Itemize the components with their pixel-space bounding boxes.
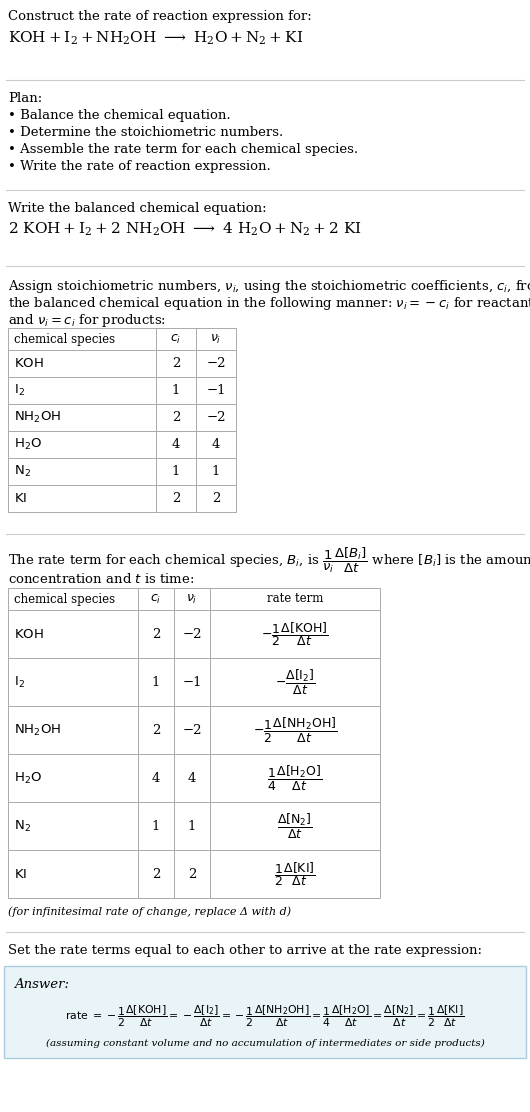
FancyBboxPatch shape xyxy=(8,610,380,658)
Text: 1: 1 xyxy=(172,465,180,478)
Text: −2: −2 xyxy=(182,724,202,736)
Text: 4: 4 xyxy=(212,438,220,451)
Text: 2: 2 xyxy=(212,492,220,505)
FancyBboxPatch shape xyxy=(8,754,380,802)
Text: $\dfrac{1}{2}\dfrac{\Delta[\mathrm{KI}]}{\Delta t}$: $\dfrac{1}{2}\dfrac{\Delta[\mathrm{KI}]}… xyxy=(274,860,316,888)
Text: chemical species: chemical species xyxy=(14,593,115,606)
FancyBboxPatch shape xyxy=(8,350,236,377)
Text: 1: 1 xyxy=(172,384,180,397)
Text: (for infinitesimal rate of change, replace Δ with d): (for infinitesimal rate of change, repla… xyxy=(8,906,291,916)
Text: concentration and $t$ is time:: concentration and $t$ is time: xyxy=(8,572,195,586)
Text: Construct the rate of reaction expression for:: Construct the rate of reaction expressio… xyxy=(8,10,312,23)
Text: • Write the rate of reaction expression.: • Write the rate of reaction expression. xyxy=(8,160,271,173)
Text: −2: −2 xyxy=(206,357,226,370)
FancyBboxPatch shape xyxy=(8,431,236,458)
FancyBboxPatch shape xyxy=(8,458,236,485)
FancyBboxPatch shape xyxy=(8,802,380,850)
Text: 2: 2 xyxy=(188,867,196,881)
Text: $\mathregular{N_2}$: $\mathregular{N_2}$ xyxy=(14,464,31,479)
Text: 1: 1 xyxy=(152,820,160,833)
Text: $-\dfrac{1}{2}\dfrac{\Delta[\mathrm{NH_2OH}]}{\Delta t}$: $-\dfrac{1}{2}\dfrac{\Delta[\mathrm{NH_2… xyxy=(253,715,337,745)
Text: Assign stoichiometric numbers, $\nu_i$, using the stoichiometric coefficients, $: Assign stoichiometric numbers, $\nu_i$, … xyxy=(8,278,530,295)
Text: • Determine the stoichiometric numbers.: • Determine the stoichiometric numbers. xyxy=(8,126,283,139)
FancyBboxPatch shape xyxy=(8,404,236,431)
FancyBboxPatch shape xyxy=(8,658,380,706)
Text: $\mathregular{N_2}$: $\mathregular{N_2}$ xyxy=(14,818,31,834)
Text: The rate term for each chemical species, $B_i$, is $\dfrac{1}{\nu_i}\dfrac{\Delt: The rate term for each chemical species,… xyxy=(8,546,530,575)
Text: $\mathregular{NH_2OH}$: $\mathregular{NH_2OH}$ xyxy=(14,723,61,737)
Text: $\mathregular{2 \ KOH + I_2 + 2 \ NH_2OH \ \longrightarrow \ 4 \ H_2O + N_2 + 2 : $\mathregular{2 \ KOH + I_2 + 2 \ NH_2OH… xyxy=(8,221,362,238)
Text: Plan:: Plan: xyxy=(8,92,42,105)
Text: 4: 4 xyxy=(188,772,196,784)
Text: $\nu_i$: $\nu_i$ xyxy=(210,332,222,346)
Text: $\dfrac{\Delta[\mathrm{N_2}]}{\Delta t}$: $\dfrac{\Delta[\mathrm{N_2}]}{\Delta t}$ xyxy=(277,812,313,841)
FancyBboxPatch shape xyxy=(8,850,380,898)
Text: the balanced chemical equation in the following manner: $\nu_i = -c_i$ for react: the balanced chemical equation in the fo… xyxy=(8,295,530,312)
Text: and $\nu_i = c_i$ for products:: and $\nu_i = c_i$ for products: xyxy=(8,312,166,329)
Text: $\dfrac{1}{4}\dfrac{\Delta[\mathrm{H_2O}]}{\Delta t}$: $\dfrac{1}{4}\dfrac{\Delta[\mathrm{H_2O}… xyxy=(268,764,323,793)
Text: 4: 4 xyxy=(152,772,160,784)
FancyBboxPatch shape xyxy=(8,377,236,404)
FancyBboxPatch shape xyxy=(8,588,380,610)
Text: 2: 2 xyxy=(172,411,180,424)
FancyBboxPatch shape xyxy=(4,966,526,1058)
Text: 2: 2 xyxy=(172,357,180,370)
Text: 4: 4 xyxy=(172,438,180,451)
Text: rate $= -\dfrac{1}{2}\dfrac{\Delta[\mathrm{KOH}]}{\Delta t}= -\dfrac{\Delta[\mat: rate $= -\dfrac{1}{2}\dfrac{\Delta[\math… xyxy=(65,1003,465,1029)
Text: $\mathregular{I_2}$: $\mathregular{I_2}$ xyxy=(14,383,25,398)
Text: $\mathregular{I_2}$: $\mathregular{I_2}$ xyxy=(14,675,25,689)
Text: −2: −2 xyxy=(206,411,226,424)
FancyBboxPatch shape xyxy=(8,706,380,754)
Text: 1: 1 xyxy=(152,675,160,688)
Text: $c_i$: $c_i$ xyxy=(170,332,182,346)
Text: $\mathregular{KI}$: $\mathregular{KI}$ xyxy=(14,867,27,881)
Text: 2: 2 xyxy=(152,724,160,736)
Text: rate term: rate term xyxy=(267,593,323,606)
Text: $-\dfrac{\Delta[\mathrm{I_2}]}{\Delta t}$: $-\dfrac{\Delta[\mathrm{I_2}]}{\Delta t}… xyxy=(275,667,315,696)
Text: $\mathregular{KOH + I_2 + NH_2OH \ \longrightarrow \ H_2O + N_2 + KI}$: $\mathregular{KOH + I_2 + NH_2OH \ \long… xyxy=(8,30,303,48)
Text: $\mathregular{NH_2OH}$: $\mathregular{NH_2OH}$ xyxy=(14,410,61,425)
Text: 2: 2 xyxy=(152,627,160,641)
Text: $\mathregular{KI}$: $\mathregular{KI}$ xyxy=(14,492,27,505)
Text: $\mathregular{KOH}$: $\mathregular{KOH}$ xyxy=(14,627,44,641)
FancyBboxPatch shape xyxy=(8,328,236,350)
Text: $\mathregular{H_2O}$: $\mathregular{H_2O}$ xyxy=(14,771,42,785)
Text: Answer:: Answer: xyxy=(14,977,69,991)
Text: $c_i$: $c_i$ xyxy=(151,593,162,606)
Text: $\mathregular{H_2O}$: $\mathregular{H_2O}$ xyxy=(14,437,42,453)
Text: 1: 1 xyxy=(188,820,196,833)
Text: • Balance the chemical equation.: • Balance the chemical equation. xyxy=(8,109,231,122)
Text: chemical species: chemical species xyxy=(14,332,115,346)
Text: −1: −1 xyxy=(182,675,202,688)
Text: 2: 2 xyxy=(152,867,160,881)
Text: (assuming constant volume and no accumulation of intermediates or side products): (assuming constant volume and no accumul… xyxy=(46,1039,484,1048)
Text: $-\dfrac{1}{2}\dfrac{\Delta[\mathrm{KOH}]}{\Delta t}$: $-\dfrac{1}{2}\dfrac{\Delta[\mathrm{KOH}… xyxy=(261,620,329,648)
Text: Write the balanced chemical equation:: Write the balanced chemical equation: xyxy=(8,202,267,215)
FancyBboxPatch shape xyxy=(8,485,236,512)
Text: • Assemble the rate term for each chemical species.: • Assemble the rate term for each chemic… xyxy=(8,143,358,156)
Text: $\nu_i$: $\nu_i$ xyxy=(187,593,198,606)
Text: 1: 1 xyxy=(212,465,220,478)
Text: −2: −2 xyxy=(182,627,202,641)
Text: Set the rate terms equal to each other to arrive at the rate expression:: Set the rate terms equal to each other t… xyxy=(8,944,482,957)
Text: $\mathregular{KOH}$: $\mathregular{KOH}$ xyxy=(14,357,44,370)
Text: 2: 2 xyxy=(172,492,180,505)
Text: −1: −1 xyxy=(206,384,226,397)
